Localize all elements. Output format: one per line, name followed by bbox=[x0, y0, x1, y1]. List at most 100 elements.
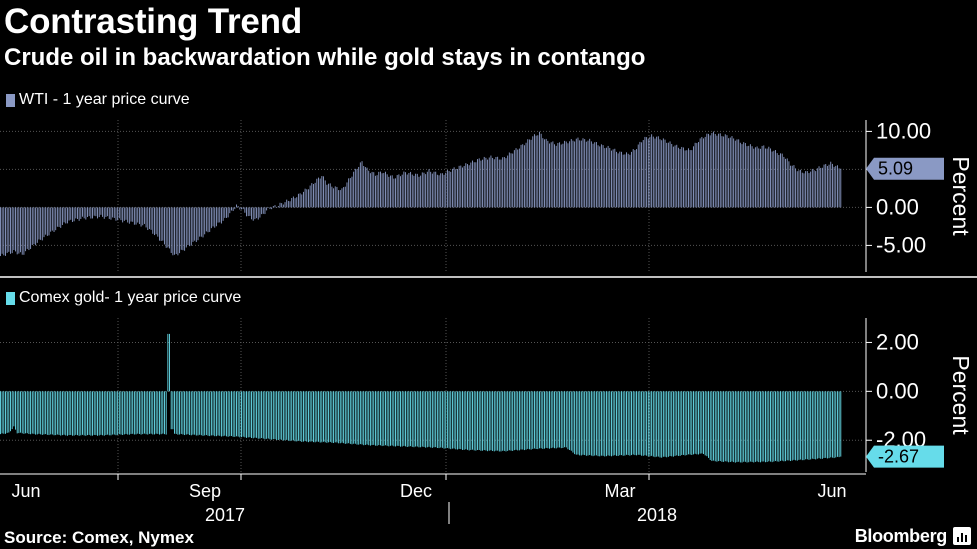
x-month-label: Mar bbox=[605, 481, 636, 501]
wti-bar bbox=[595, 142, 597, 208]
wti-bar bbox=[234, 207, 236, 210]
gold-bar bbox=[264, 391, 266, 440]
wti-bar bbox=[262, 207, 264, 214]
wti-bar bbox=[438, 175, 440, 208]
wti-bar bbox=[572, 140, 574, 208]
wti-bar bbox=[708, 133, 709, 208]
wti-bar bbox=[179, 207, 181, 254]
gold-bar bbox=[217, 391, 219, 436]
gold-bar bbox=[90, 391, 92, 436]
gold-bar bbox=[379, 391, 381, 446]
gold-bar bbox=[306, 391, 308, 442]
gold-bar bbox=[341, 391, 343, 443]
gold-bar bbox=[577, 391, 579, 455]
gold-bar bbox=[816, 391, 818, 459]
gold-bar bbox=[490, 391, 492, 451]
wti-bar bbox=[110, 207, 112, 220]
gold-bar bbox=[204, 391, 206, 436]
gold-bar bbox=[836, 391, 838, 457]
gold-bar bbox=[128, 391, 130, 435]
gold-bar bbox=[71, 391, 73, 436]
gold-bar bbox=[132, 391, 134, 434]
wti-bar bbox=[500, 159, 502, 208]
gold-bar bbox=[11, 391, 13, 430]
gold-bar bbox=[159, 391, 160, 435]
gold-bar bbox=[734, 391, 736, 463]
wti-bar bbox=[565, 141, 567, 208]
gold-bar bbox=[311, 391, 313, 442]
gold-bar bbox=[512, 391, 514, 451]
x-month-label: Sep bbox=[189, 481, 221, 501]
wti-bar bbox=[590, 141, 592, 208]
gold-bar bbox=[184, 391, 186, 436]
wti-bar bbox=[709, 135, 711, 208]
wti-bar bbox=[704, 136, 706, 208]
gold-bar bbox=[679, 391, 681, 456]
wti-bar bbox=[323, 176, 324, 208]
wti-bar bbox=[10, 207, 11, 254]
wti-bars bbox=[0, 131, 842, 257]
wti-bar bbox=[682, 147, 684, 208]
wti-bar bbox=[127, 207, 129, 223]
wti-bar bbox=[582, 138, 584, 208]
gold-bar bbox=[776, 391, 778, 462]
wti-bar bbox=[728, 138, 730, 208]
wti-bar bbox=[741, 144, 743, 208]
wti-bar bbox=[51, 207, 53, 231]
wti-bar bbox=[333, 188, 335, 208]
gold-bar bbox=[693, 391, 694, 455]
wti-bar bbox=[599, 146, 601, 208]
wti-bar bbox=[671, 143, 673, 208]
gold-bar bbox=[418, 391, 420, 448]
gold-bar bbox=[410, 391, 412, 447]
wti-bar bbox=[272, 206, 274, 208]
wti-bar bbox=[585, 141, 587, 208]
gold-bar bbox=[117, 391, 119, 435]
wti-bar bbox=[477, 159, 478, 208]
wti-bar bbox=[465, 163, 467, 208]
wti-bar bbox=[373, 172, 375, 208]
wti-bar bbox=[410, 171, 412, 208]
wti-bar bbox=[396, 175, 398, 208]
wti-bar bbox=[190, 207, 192, 246]
wti-bar bbox=[276, 207, 278, 208]
wti-bar bbox=[349, 178, 351, 208]
gold-bar bbox=[552, 391, 554, 448]
gold-bar bbox=[482, 391, 484, 451]
wti-bar bbox=[589, 138, 591, 208]
gold-bar bbox=[492, 391, 494, 451]
wti-bar bbox=[778, 155, 780, 208]
wti-bar bbox=[205, 207, 207, 232]
gold-bar bbox=[30, 391, 32, 435]
gold-bar bbox=[595, 391, 597, 456]
wti-bar bbox=[569, 141, 571, 208]
wti-bar bbox=[197, 207, 199, 241]
wti-bar bbox=[318, 177, 319, 208]
wti-bar bbox=[334, 186, 336, 208]
gold-bar bbox=[274, 391, 276, 440]
wti-bar bbox=[756, 146, 758, 208]
gold-bar bbox=[108, 391, 110, 436]
wti-bar bbox=[813, 170, 815, 208]
x-month-label: Dec bbox=[400, 481, 432, 501]
axes: 10.005.000.00-5.00Percent5.092.000.00-2.… bbox=[0, 118, 974, 525]
gold-bar bbox=[150, 391, 152, 434]
wti-bar bbox=[123, 207, 125, 221]
wti-bar bbox=[632, 149, 634, 208]
wti-bar bbox=[619, 151, 621, 208]
gold-bar bbox=[801, 391, 803, 461]
gold-bar bbox=[338, 391, 340, 444]
gold-bar bbox=[547, 391, 549, 449]
wti-bar bbox=[187, 207, 189, 245]
wti-bar bbox=[455, 169, 457, 208]
gold-bar bbox=[785, 391, 787, 462]
gold-bar bbox=[301, 391, 303, 442]
gold-bar bbox=[460, 391, 462, 450]
gold-bar bbox=[190, 391, 192, 436]
gold-bar bbox=[224, 391, 226, 436]
wti-bar bbox=[510, 153, 512, 208]
gold-bar bbox=[351, 391, 353, 445]
gold-bar bbox=[612, 391, 614, 456]
wti-bar bbox=[292, 196, 294, 208]
x-month-label: Jun bbox=[11, 481, 40, 501]
